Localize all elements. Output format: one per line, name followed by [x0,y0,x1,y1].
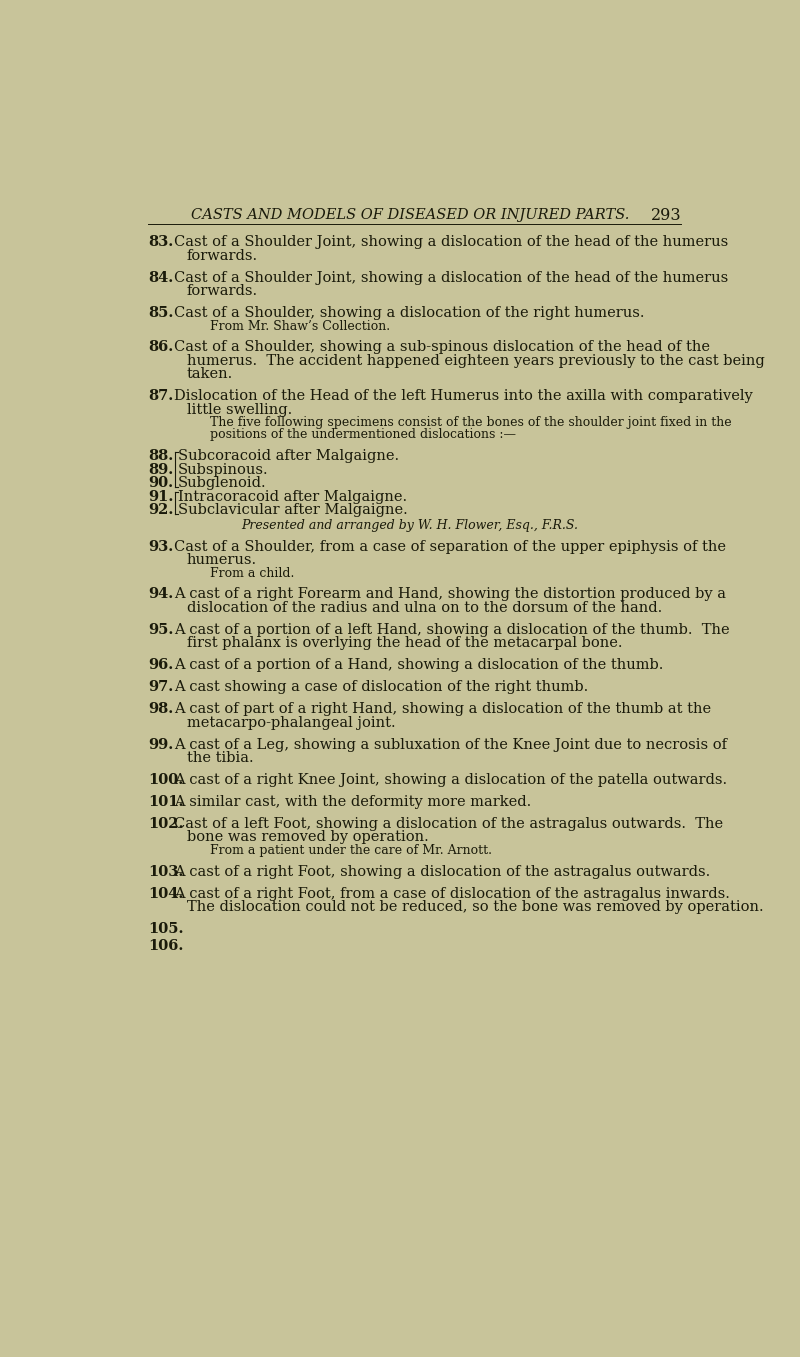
Text: A cast of part of a right Hand, showing a dislocation of the thumb at the: A cast of part of a right Hand, showing … [174,702,711,716]
Text: 83.: 83. [148,235,174,250]
Text: A cast of a right Foot, showing a dislocation of the astragalus outwards.: A cast of a right Foot, showing a disloc… [174,864,710,879]
Text: the tibia.: the tibia. [187,752,254,765]
Text: Cast of a Shoulder Joint, showing a dislocation of the head of the humerus: Cast of a Shoulder Joint, showing a disl… [174,235,729,250]
Text: 105.: 105. [148,921,183,936]
Text: 96.: 96. [148,658,174,672]
Text: 102.: 102. [148,817,183,830]
Text: humerus.  The accident happened eighteen years previously to the cast being: humerus. The accident happened eighteen … [187,354,765,368]
Text: 293: 293 [650,208,682,224]
Text: The five following specimens consist of the bones of the shoulder joint fixed in: The five following specimens consist of … [210,417,732,429]
Text: 85.: 85. [148,307,174,320]
Text: Cast of a Shoulder, from a case of separation of the upper epiphysis of the: Cast of a Shoulder, from a case of separ… [174,540,726,554]
Text: 86.: 86. [148,341,174,354]
Text: 94.: 94. [148,588,174,601]
Text: 87.: 87. [148,389,174,403]
Text: From a child.: From a child. [210,567,294,579]
Text: 101.: 101. [148,795,183,809]
Text: From Mr. Shaw’s Collection.: From Mr. Shaw’s Collection. [210,319,390,332]
Text: Intracoracoid after Malgaigne.: Intracoracoid after Malgaigne. [178,490,406,503]
Text: 90.: 90. [148,476,173,490]
Text: Cast of a Shoulder, showing a dislocation of the right humerus.: Cast of a Shoulder, showing a dislocatio… [174,307,645,320]
Text: The dislocation could not be reduced, so the bone was removed by operation.: The dislocation could not be reduced, so… [187,900,763,915]
Text: 106.: 106. [148,939,183,953]
Text: Presented and arranged by W. H. Flower, Esq., F.R.S.: Presented and arranged by W. H. Flower, … [242,518,578,532]
Text: 88.: 88. [148,449,174,463]
Text: first phalanx is overlying the head of the metacarpal bone.: first phalanx is overlying the head of t… [187,636,622,650]
Text: Subglenoid.: Subglenoid. [178,476,266,490]
Text: 95.: 95. [148,623,174,636]
Text: 104.: 104. [148,886,183,901]
Text: A similar cast, with the deformity more marked.: A similar cast, with the deformity more … [174,795,532,809]
Text: Subspinous.: Subspinous. [178,463,268,476]
Text: 89.: 89. [148,463,174,476]
Text: CASTS AND MODELS OF DISEASED OR INJURED PARTS.: CASTS AND MODELS OF DISEASED OR INJURED … [191,208,629,221]
Text: 99.: 99. [148,738,174,752]
Text: 91.: 91. [148,490,174,503]
Text: little swelling.: little swelling. [187,403,292,417]
Text: A cast showing a case of dislocation of the right thumb.: A cast showing a case of dislocation of … [174,680,589,695]
Text: A cast of a right Forearm and Hand, showing the distortion produced by a: A cast of a right Forearm and Hand, show… [174,588,726,601]
Text: A cast of a Leg, showing a subluxation of the Knee Joint due to necrosis of: A cast of a Leg, showing a subluxation o… [174,738,727,752]
Text: positions of the undermentioned dislocations :—: positions of the undermentioned dislocat… [210,429,516,441]
Text: humerus.: humerus. [187,554,257,567]
Text: A cast of a portion of a left Hand, showing a dislocation of the thumb.  The: A cast of a portion of a left Hand, show… [174,623,730,636]
Text: Cast of a Shoulder, showing a sub-spinous dislocation of the head of the: Cast of a Shoulder, showing a sub-spinou… [174,341,710,354]
Text: Cast of a Shoulder Joint, showing a dislocation of the head of the humerus: Cast of a Shoulder Joint, showing a disl… [174,270,729,285]
Text: A cast of a right Foot, from a case of dislocation of the astragalus inwards.: A cast of a right Foot, from a case of d… [174,886,730,901]
Text: 100.: 100. [148,773,183,787]
Text: 97.: 97. [148,680,174,695]
Text: Subclavicular after Malgaigne.: Subclavicular after Malgaigne. [178,503,407,517]
Text: dislocation of the radius and ulna on to the dorsum of the hand.: dislocation of the radius and ulna on to… [187,601,662,615]
Text: taken.: taken. [187,368,233,381]
Text: metacarpo-phalangeal joint.: metacarpo-phalangeal joint. [187,715,395,730]
Text: Subcoracoid after Malgaigne.: Subcoracoid after Malgaigne. [178,449,398,463]
Text: 103.: 103. [148,864,183,879]
Text: forwards.: forwards. [187,284,258,299]
Text: 84.: 84. [148,270,174,285]
Text: 92.: 92. [148,503,174,517]
Text: Cast of a left Foot, showing a dislocation of the astragalus outwards.  The: Cast of a left Foot, showing a dislocati… [174,817,723,830]
Text: A cast of a right Knee Joint, showing a dislocation of the patella outwards.: A cast of a right Knee Joint, showing a … [174,773,727,787]
Text: A cast of a portion of a Hand, showing a dislocation of the thumb.: A cast of a portion of a Hand, showing a… [174,658,664,672]
Text: From a patient under the care of Mr. Arnott.: From a patient under the care of Mr. Arn… [210,844,492,856]
Text: bone was removed by operation.: bone was removed by operation. [187,830,429,844]
Text: forwards.: forwards. [187,248,258,263]
Text: 98.: 98. [148,702,174,716]
Text: Dislocation of the Head of the left Humerus into the axilla with comparatively: Dislocation of the Head of the left Hume… [174,389,753,403]
Text: 93.: 93. [148,540,174,554]
